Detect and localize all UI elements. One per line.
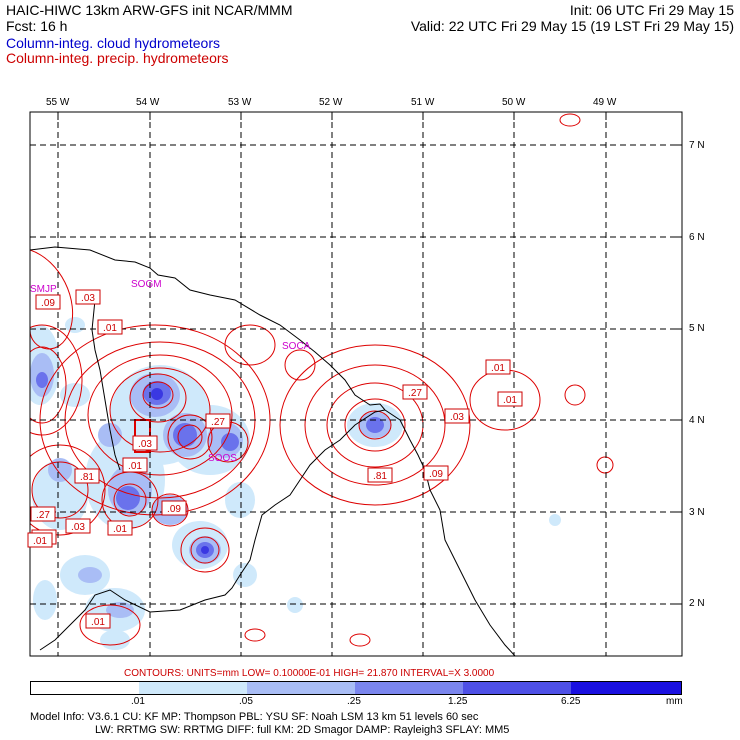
lon-label: 51 W [411,97,435,108]
contour-label-box [35,294,61,310]
contour-label-box [30,506,56,522]
colorbar-unit: mm [666,696,683,707]
lat-label: 5 N [689,323,705,334]
header-title: HAIC-HIWC 13km ARW-GFS init NCAR/MMM [6,2,293,18]
colorbar-tick: .05 [239,696,253,707]
lon-label: 55 W [46,97,70,108]
contour-labels: .09 .03 .01 .27 .03 .01 .81 .27 .03 .01 .01 .09 .01.… [27,289,523,629]
lon-label: 50 W [502,97,526,108]
contour-label-box [74,468,100,484]
contour-label-box [161,500,187,516]
contour-label-box [423,465,449,481]
contour-label-box [85,613,111,629]
contour-label: .81 [80,472,94,483]
field-cloud-label: Column-integ. cloud hydrometeors [6,35,220,51]
contour-label-box [122,457,148,473]
colorbar-bin [31,682,139,694]
colorbar-tick: .25 [347,696,361,707]
colorbar-bin [247,682,355,694]
contour-label: .27 [36,510,50,521]
field-precip-label: Column-integ. precip. hydrometeors [6,50,229,66]
contour-label-box [205,413,231,429]
colorbar [30,681,682,695]
contour-label-box [485,359,511,375]
contour-label: .27 [211,417,225,428]
contour-label: .81 [373,471,387,482]
lat-label: 3 N [689,507,705,518]
contour-label: .09 [167,504,181,515]
valid-time: Valid: 22 UTC Fri 29 May 15 (19 LST Fri … [410,18,734,34]
hydrometeor-shading [30,113,614,650]
lon-label: 53 W [228,97,252,108]
colorbar-bin [571,682,681,694]
contour-label-box [367,467,393,483]
contour-label: .09 [429,469,443,480]
site-label: SOGM [131,279,162,290]
lon-label: 52 W [319,97,343,108]
contour-label: .03 [71,522,85,533]
contour-label-box [444,408,470,424]
site-label: SOOS [208,453,237,464]
contour-label: .01 [503,395,517,406]
map-frame [29,111,683,657]
lat-label: 4 N [689,415,705,426]
contour-label: .01 [128,461,142,472]
model-info-line1: Model Info: V3.6.1 CU: KF MP: Thompson P… [30,711,479,723]
contour-label-box [75,289,101,305]
colorbar-bin [463,682,571,694]
colorbar-tick: 1.25 [448,696,468,707]
lat-label: 6 N [689,232,705,243]
contour-label: .03 [138,439,152,450]
contour-label-box [107,520,133,536]
contour-label-box [97,319,123,335]
contour-label-box [27,532,53,548]
axis-ticks [57,112,682,605]
contour-label-box [132,435,158,451]
contour-label: .27 [408,388,422,399]
contour-label: .01 [103,323,117,334]
contour-label: .03 [450,412,464,423]
lat-label: 7 N [689,140,705,151]
colorbar-tick: 6.25 [561,696,581,707]
lat-label: 2 N [689,598,705,609]
site-label: SMJP [30,284,57,295]
site-label: SOCA [282,341,311,352]
contour-label: .01 [491,363,505,374]
precip-contours [30,113,614,647]
contour-label: .01 [113,524,127,535]
lon-label: 49 W [593,97,617,108]
contour-info: CONTOURS: UNITS=mm LOW= 0.10000E-01 HIGH… [124,668,495,679]
init-time: Init: 06 UTC Fri 29 May 15 [569,2,734,18]
contour-label: .03 [81,293,95,304]
colorbar-bin [139,682,247,694]
contour-label-box [65,518,91,534]
contour-label-box [402,384,428,400]
model-info-line2: LW: RRTMG SW: RRTMG DIFF: full KM: 2D Sm… [95,724,510,736]
latlon-grid [30,112,682,656]
contour-label: .09 [41,298,55,309]
contour-label-box [497,391,523,407]
forecast-hour: Fcst: 16 h [6,18,68,34]
colorbar-tick: .01 [131,696,145,707]
contour-label: .01 [33,536,47,547]
contour-label: .01 [91,617,105,628]
coastline [30,246,516,656]
colorbar-bin [355,682,463,694]
lon-label: 54 W [136,97,160,108]
